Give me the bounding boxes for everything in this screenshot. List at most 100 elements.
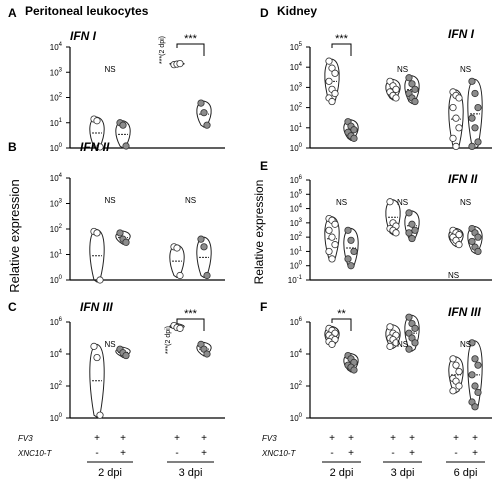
data-point bbox=[411, 324, 419, 332]
treatment-sign: + bbox=[201, 433, 207, 444]
data-point bbox=[455, 241, 463, 249]
treatment-sign: - bbox=[95, 448, 98, 459]
panel-letter: B bbox=[8, 140, 17, 154]
data-point bbox=[122, 238, 130, 246]
group-label: 2 dpi bbox=[98, 467, 122, 479]
treatment-label: FV3 bbox=[262, 434, 277, 443]
panel-title: IFN III bbox=[80, 300, 113, 314]
panel-title: IFN III bbox=[448, 305, 481, 319]
panel-d: D Kidney IFN I 100 101 102 103 104 105 *** NS NS bbox=[260, 4, 492, 153]
significance-label: NS bbox=[397, 198, 408, 207]
violin bbox=[385, 199, 401, 236]
treatment-sign: + bbox=[453, 433, 459, 444]
y-tick-label: 102 bbox=[50, 224, 63, 234]
data-point bbox=[474, 138, 482, 146]
y-tick-label: 102 bbox=[290, 381, 303, 391]
panel-title: IFN I bbox=[448, 27, 475, 41]
panel-title: IFN II bbox=[448, 172, 478, 186]
y-tick-label: 104 bbox=[290, 349, 303, 359]
data-point bbox=[116, 229, 124, 237]
data-point bbox=[328, 233, 336, 241]
significance-label: *** bbox=[184, 33, 198, 45]
data-point bbox=[455, 382, 463, 390]
y-tick-label: 106 bbox=[290, 317, 303, 327]
y-tick-label: 106 bbox=[50, 317, 63, 327]
panel-header: Kidney bbox=[277, 4, 317, 18]
panel-letter: A bbox=[8, 6, 17, 20]
treatment-sign: + bbox=[120, 433, 126, 444]
violin bbox=[196, 100, 212, 128]
data-point bbox=[449, 134, 457, 142]
data-point bbox=[350, 366, 358, 374]
data-point bbox=[405, 74, 413, 82]
data-point bbox=[96, 276, 104, 284]
treatment-table: FV3 FV3 + + + + + + + + + + XNC10-T XNC10-T - + - + - + - + - +… bbox=[17, 433, 485, 479]
data-point bbox=[474, 233, 482, 241]
violin bbox=[196, 236, 212, 279]
data-point bbox=[203, 121, 211, 129]
data-point bbox=[455, 94, 463, 102]
data-point bbox=[197, 235, 205, 243]
panels: A Peritoneal leukocytes IFN I 100 101 102 103 1… bbox=[8, 4, 492, 423]
data-point bbox=[468, 237, 476, 246]
violin bbox=[89, 116, 105, 150]
panel-title: IFN I bbox=[70, 29, 97, 43]
data-point bbox=[119, 121, 127, 129]
y-tick-label: 105 bbox=[290, 189, 303, 199]
data-point bbox=[386, 342, 394, 350]
group-label: 3 dpi bbox=[179, 467, 203, 479]
data-point bbox=[449, 355, 457, 363]
data-point bbox=[325, 226, 333, 234]
data-point bbox=[449, 387, 457, 395]
data-point bbox=[200, 109, 208, 117]
data-point bbox=[197, 99, 205, 107]
panel-a: A Peritoneal leukocytes IFN I 100 101 102 103 1… bbox=[8, 4, 225, 153]
data-point bbox=[468, 371, 476, 379]
panel-b: B IFN II 100 101 102 103 104 NS NS bbox=[8, 140, 225, 285]
data-point bbox=[122, 351, 130, 360]
violin bbox=[385, 324, 401, 349]
data-point bbox=[392, 229, 400, 237]
data-point bbox=[331, 220, 339, 228]
y-tick-label: 103 bbox=[290, 82, 303, 92]
panel-e: E IFN II 10-1 100 101 102 103 104 105 106 NS NS NS NS bbox=[260, 159, 492, 285]
data-point bbox=[203, 350, 211, 358]
data-point bbox=[350, 134, 358, 142]
y-tick-label: 101 bbox=[50, 118, 63, 128]
data-point bbox=[96, 411, 104, 419]
y-tick-label: 104 bbox=[50, 349, 63, 359]
treatment-sign: + bbox=[329, 433, 335, 444]
data-point bbox=[474, 104, 482, 112]
data-point bbox=[203, 271, 211, 280]
y-tick-label: 106 bbox=[290, 175, 303, 185]
violin bbox=[115, 120, 131, 149]
significance-label: *** bbox=[335, 33, 349, 45]
violin bbox=[448, 356, 464, 394]
y-tick-label: 102 bbox=[50, 381, 63, 391]
data-point bbox=[474, 388, 482, 396]
data-point bbox=[411, 85, 419, 93]
data-point bbox=[392, 85, 400, 93]
y-tick-label: 104 bbox=[50, 42, 63, 52]
y-tick-label: 100 bbox=[290, 413, 303, 423]
violin bbox=[89, 343, 105, 418]
data-point bbox=[449, 104, 457, 112]
group-label: 2 dpi bbox=[330, 467, 354, 479]
data-point bbox=[325, 77, 333, 85]
panel-letter: E bbox=[260, 159, 268, 173]
data-point bbox=[452, 114, 460, 122]
data-point bbox=[93, 353, 101, 362]
data-point bbox=[408, 80, 416, 88]
y-tick-label: 103 bbox=[50, 199, 63, 209]
data-point bbox=[468, 114, 476, 122]
data-point bbox=[411, 226, 419, 234]
data-point bbox=[328, 255, 336, 263]
data-point bbox=[331, 89, 339, 98]
data-point bbox=[471, 89, 479, 98]
y-tick-label: 103 bbox=[50, 67, 63, 77]
violin bbox=[169, 244, 185, 279]
treatment-sign: - bbox=[175, 448, 178, 459]
y-tick-label: 100 bbox=[290, 261, 303, 271]
y-tick-label: 104 bbox=[290, 204, 303, 214]
data-point bbox=[93, 229, 101, 237]
